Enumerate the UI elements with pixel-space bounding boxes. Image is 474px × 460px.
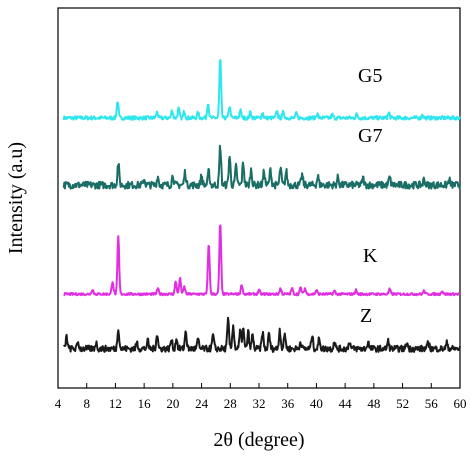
series-line-z (62, 316, 461, 353)
x-tick-label: 52 (396, 396, 409, 411)
series-label-g5: G5 (358, 65, 382, 87)
series-labels: G5 G7 K Z (358, 65, 382, 327)
x-tick-label: 36 (281, 396, 295, 411)
x-tick-label: 4 (55, 396, 62, 411)
x-tick-label: 32 (253, 396, 266, 411)
series-line-k (63, 224, 461, 297)
x-tick-label: 8 (83, 396, 90, 411)
x-tick-label: 12 (109, 396, 122, 411)
series-label-k: K (363, 245, 378, 267)
series-line-g7 (62, 144, 461, 190)
x-axis-title: 2θ (degree) (213, 429, 304, 451)
x-tick-label: 16 (138, 396, 152, 411)
x-axis-ticks: 4 8 12 16 20 24 28 32 36 40 44 48 52 56 60 (55, 383, 467, 411)
x-tick-label: 28 (224, 396, 237, 411)
x-tick-label: 40 (310, 396, 323, 411)
series-traces (62, 59, 461, 353)
series-line-g5 (62, 59, 461, 121)
x-tick-label: 44 (339, 396, 353, 411)
x-tick-label: 56 (425, 396, 439, 411)
y-axis-title: Intensity (a.u) (5, 142, 27, 254)
series-label-g7: G7 (358, 125, 382, 147)
x-tick-label: 24 (195, 396, 209, 411)
x-tick-label: 60 (454, 396, 467, 411)
x-tick-label: 20 (166, 396, 179, 411)
x-tick-label: 48 (367, 396, 380, 411)
series-label-z: Z (360, 305, 372, 327)
